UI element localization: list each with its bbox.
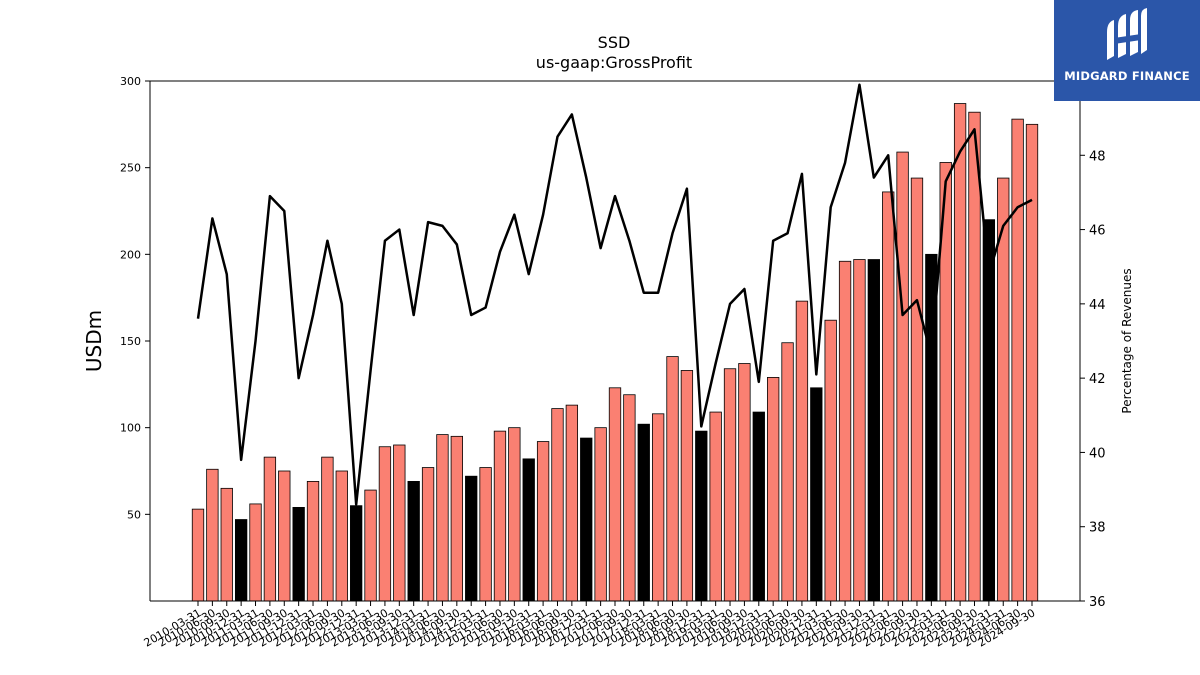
bar [321,456,334,602]
bar [206,468,219,602]
chart-subtitle: us-gaap:GrossProfit [536,53,692,72]
y2-tick-label: 40 [1089,446,1106,461]
y2-tick-label: 48 [1089,149,1106,164]
bar [234,519,248,602]
y-tick-label: 150 [120,335,141,348]
y2-tick-label: 36 [1089,595,1106,610]
y-tick-label: 50 [127,508,141,521]
bar [882,191,895,602]
bar [838,260,852,602]
bar-group [191,103,1039,602]
bar [853,259,866,602]
bar [651,413,665,602]
bar [767,376,780,602]
bar [580,437,593,602]
bar [407,480,420,602]
bar [278,470,291,602]
bar [565,404,579,602]
y-tick-label: 200 [120,248,141,261]
bar [666,356,679,602]
y2-tick-label: 38 [1089,521,1106,536]
bar [910,177,924,602]
bar [522,458,535,602]
bar [781,342,794,602]
bar [608,387,622,602]
y-tick-label: 250 [120,162,141,175]
bar [810,387,823,602]
bar [249,503,262,602]
bar [306,480,320,602]
bar [450,435,463,602]
bar [393,444,406,602]
bar [536,441,550,602]
bar [1025,123,1039,602]
bar [335,470,348,602]
y-tick-label: 100 [120,422,141,435]
bar [220,487,233,602]
bar [378,446,392,602]
bar [709,411,722,602]
bar [623,394,636,602]
bar [594,427,607,602]
bar [436,434,449,602]
bar [551,408,564,602]
y2-tick-label: 42 [1089,372,1106,387]
logo-mark-icon [1107,8,1147,60]
bar [191,508,205,602]
bar [680,370,694,602]
bar [350,505,363,602]
axes: 5010015020025030036384042444648502010-03… [120,75,1106,650]
bar [723,368,737,602]
bar [465,475,478,602]
y2-tick-label: 46 [1089,224,1106,239]
bar [292,506,305,602]
bar [364,489,377,602]
bar [896,151,909,602]
bar [824,319,837,602]
logo-text: MIDGARD FINANCE [1064,69,1190,83]
y2-tick-label: 44 [1089,298,1106,313]
bar [752,411,765,602]
bar [508,427,521,602]
bar [637,423,650,602]
y-tick-label: 300 [120,75,141,88]
chart-title: SSD [598,33,631,52]
bar [695,430,708,602]
y2-axis-label: Percentage of Revenues [1120,268,1134,413]
y-axis-label: USDm [82,310,106,372]
bar [867,259,880,602]
bar [263,456,277,602]
bar [968,111,981,602]
bar [1011,118,1024,602]
series-line [196,83,1033,506]
bar [953,103,967,602]
brand-logo: MIDGARD FINANCE [1054,0,1200,101]
bar [982,219,996,602]
bar [795,300,809,602]
line-layer [196,83,1033,506]
bar [421,467,435,602]
bar [479,467,492,602]
bar [738,363,751,602]
bar [493,430,507,602]
